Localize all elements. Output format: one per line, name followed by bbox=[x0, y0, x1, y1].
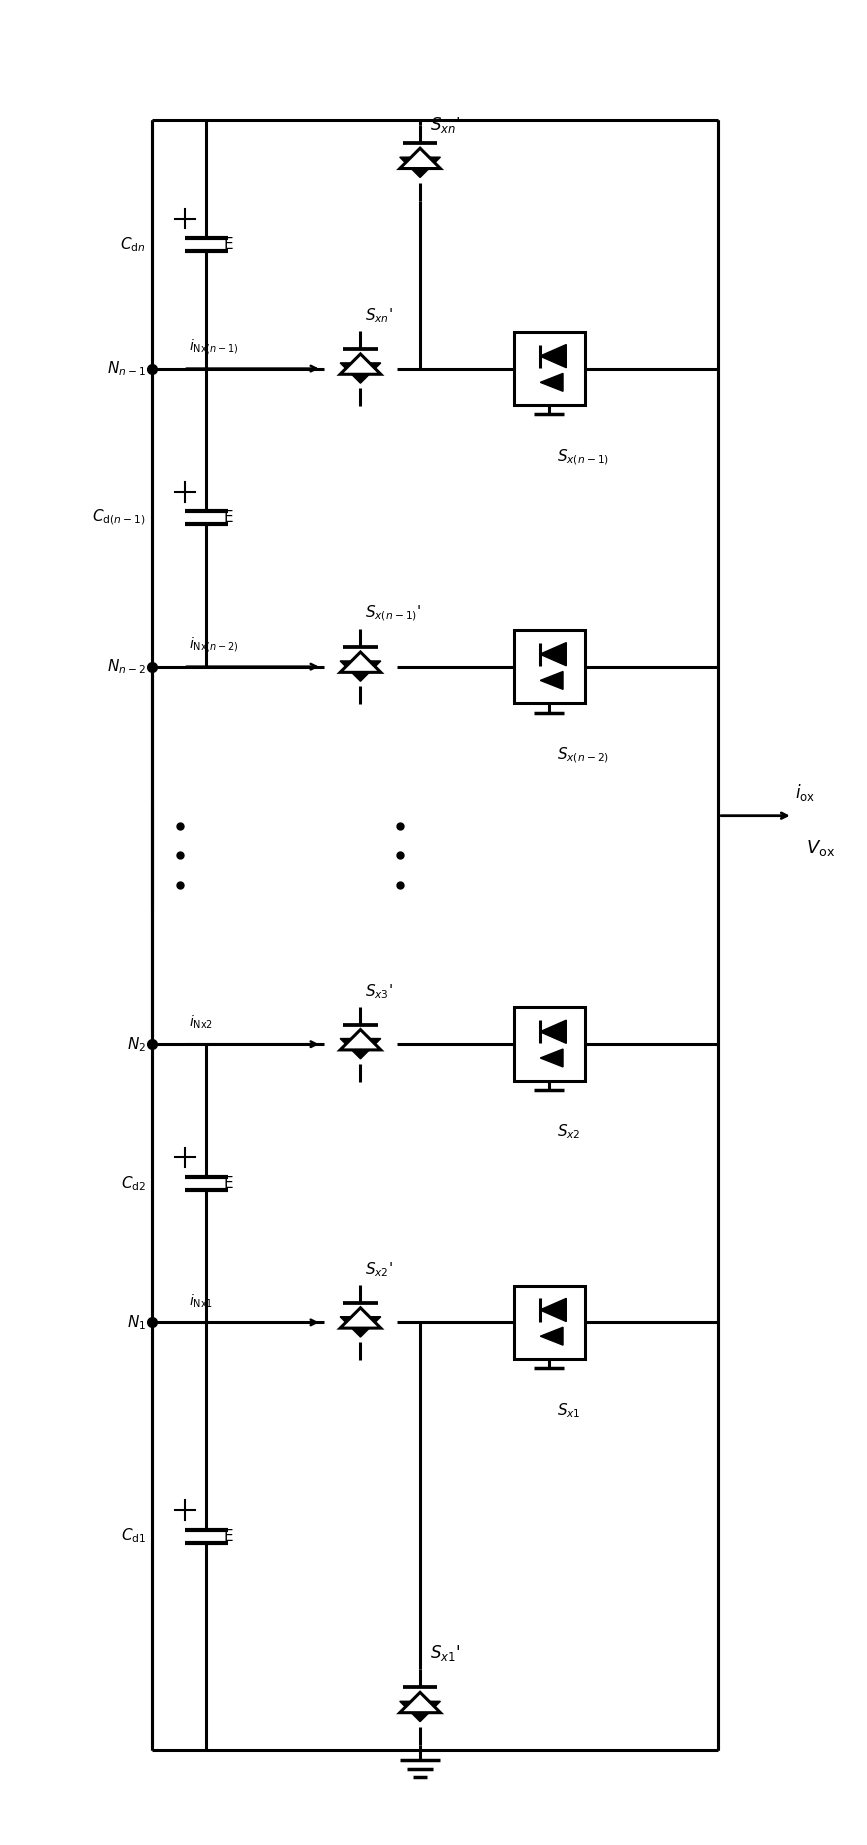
Text: $S_{x2}$': $S_{x2}$' bbox=[365, 1260, 394, 1279]
Text: $V_{\mathrm{ox}}$: $V_{\mathrm{ox}}$ bbox=[805, 838, 835, 858]
Polygon shape bbox=[540, 672, 563, 690]
Text: $N_2$: $N_2$ bbox=[127, 1035, 146, 1053]
Polygon shape bbox=[340, 661, 381, 681]
Text: $N_{n-2}$: $N_{n-2}$ bbox=[107, 657, 146, 675]
Polygon shape bbox=[400, 1692, 440, 1712]
Text: $i_{\mathrm{Nx2}}$: $i_{\mathrm{Nx2}}$ bbox=[189, 1015, 212, 1031]
Bar bbox=[514, 1007, 584, 1081]
Text: $S_{x(n-1)}$: $S_{x(n-1)}$ bbox=[557, 446, 610, 467]
Text: $i_{\mathrm{ox}}$: $i_{\mathrm{ox}}$ bbox=[795, 782, 815, 803]
Polygon shape bbox=[340, 1030, 381, 1050]
Polygon shape bbox=[400, 1701, 440, 1721]
Text: $i_{\mathrm{Nx}(n-1)}$: $i_{\mathrm{Nx}(n-1)}$ bbox=[189, 336, 238, 356]
Text: $C_{\mathrm{d}2}$: $C_{\mathrm{d}2}$ bbox=[121, 1173, 146, 1192]
Polygon shape bbox=[340, 363, 381, 384]
Text: E: E bbox=[224, 1175, 233, 1190]
Polygon shape bbox=[540, 373, 563, 391]
Polygon shape bbox=[540, 1050, 563, 1066]
Polygon shape bbox=[540, 642, 566, 666]
Text: $i_{\mathrm{Nx1}}$: $i_{\mathrm{Nx1}}$ bbox=[189, 1292, 212, 1310]
Polygon shape bbox=[340, 1308, 381, 1328]
Text: E: E bbox=[224, 236, 233, 253]
Bar bbox=[514, 332, 584, 406]
Polygon shape bbox=[540, 345, 566, 367]
Polygon shape bbox=[340, 1317, 381, 1338]
Polygon shape bbox=[340, 354, 381, 375]
Text: $N_1$: $N_1$ bbox=[127, 1314, 146, 1332]
Bar bbox=[514, 629, 584, 703]
Text: $S_{x(n-2)}$: $S_{x(n-2)}$ bbox=[557, 745, 610, 764]
Text: $C_{\mathrm{d}n}$: $C_{\mathrm{d}n}$ bbox=[121, 234, 146, 255]
Text: $S_{x1}$': $S_{x1}$' bbox=[430, 1644, 460, 1664]
Text: E: E bbox=[224, 509, 233, 526]
Text: $N_{n-1}$: $N_{n-1}$ bbox=[107, 360, 146, 378]
Polygon shape bbox=[540, 1299, 566, 1321]
Polygon shape bbox=[340, 651, 381, 672]
Text: $C_{\mathrm{d}(n-1)}$: $C_{\mathrm{d}(n-1)}$ bbox=[93, 507, 146, 528]
Text: $S_{x(n-1)}$': $S_{x(n-1)}$' bbox=[365, 603, 421, 624]
Text: $S_{xn}$': $S_{xn}$' bbox=[430, 114, 460, 135]
Polygon shape bbox=[400, 157, 440, 177]
Polygon shape bbox=[540, 1327, 563, 1345]
Text: $S_{x3}$': $S_{x3}$' bbox=[365, 982, 394, 1000]
Text: $C_{\mathrm{d}1}$: $C_{\mathrm{d}1}$ bbox=[121, 1526, 146, 1546]
Polygon shape bbox=[540, 1020, 566, 1044]
Polygon shape bbox=[340, 1039, 381, 1059]
Text: $i_{\mathrm{Nx}(n-2)}$: $i_{\mathrm{Nx}(n-2)}$ bbox=[189, 635, 238, 653]
Text: $S_{x2}$: $S_{x2}$ bbox=[557, 1122, 581, 1142]
Bar bbox=[514, 1286, 584, 1360]
Text: E: E bbox=[224, 1528, 233, 1544]
Text: $S_{xn}$': $S_{xn}$' bbox=[365, 306, 394, 325]
Polygon shape bbox=[400, 148, 440, 168]
Text: $S_{x1}$: $S_{x1}$ bbox=[557, 1400, 581, 1419]
